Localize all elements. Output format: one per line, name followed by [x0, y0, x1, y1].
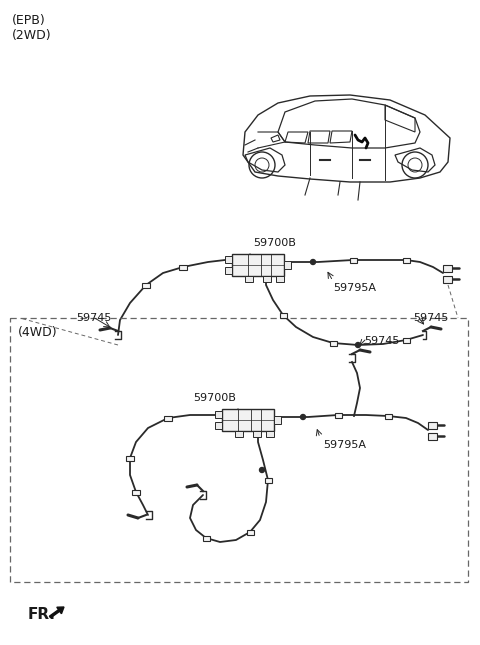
Circle shape: [311, 259, 315, 264]
Bar: [349, 257, 357, 263]
Bar: [232, 254, 284, 276]
Bar: [132, 490, 140, 495]
Bar: [263, 276, 271, 282]
Bar: [245, 276, 253, 282]
Circle shape: [356, 342, 360, 348]
Bar: [252, 431, 261, 437]
Text: 59745: 59745: [413, 313, 448, 323]
Text: 59745: 59745: [76, 313, 111, 323]
Bar: [284, 261, 291, 269]
Bar: [428, 422, 437, 429]
Bar: [215, 422, 222, 429]
Bar: [403, 337, 409, 342]
Bar: [179, 264, 187, 270]
Bar: [247, 530, 253, 535]
Bar: [215, 411, 222, 418]
Bar: [403, 257, 409, 263]
Text: FR.: FR.: [28, 607, 56, 622]
Bar: [443, 276, 452, 283]
FancyArrow shape: [49, 607, 64, 618]
Bar: [329, 341, 336, 346]
Bar: [10, 318, 468, 582]
Bar: [225, 256, 232, 263]
Text: 59700B: 59700B: [193, 393, 236, 403]
Bar: [225, 267, 232, 274]
Text: 59795A: 59795A: [333, 283, 376, 293]
Text: (EPB)
(2WD): (EPB) (2WD): [12, 14, 52, 42]
Bar: [164, 415, 172, 421]
Text: 59745: 59745: [364, 336, 399, 346]
Bar: [276, 276, 284, 282]
Bar: [235, 431, 243, 437]
Bar: [264, 477, 272, 482]
Text: 59700B: 59700B: [253, 238, 296, 248]
Bar: [335, 413, 341, 417]
Bar: [279, 312, 287, 317]
Text: 59795A: 59795A: [323, 440, 366, 450]
Bar: [384, 413, 392, 419]
Bar: [222, 409, 274, 431]
Circle shape: [260, 468, 264, 473]
Bar: [274, 416, 281, 424]
Bar: [126, 455, 134, 461]
Circle shape: [300, 415, 305, 419]
Text: (4WD): (4WD): [18, 326, 58, 339]
Bar: [142, 283, 150, 288]
Bar: [428, 433, 437, 440]
Bar: [266, 431, 274, 437]
Bar: [443, 265, 452, 272]
Bar: [203, 535, 209, 541]
